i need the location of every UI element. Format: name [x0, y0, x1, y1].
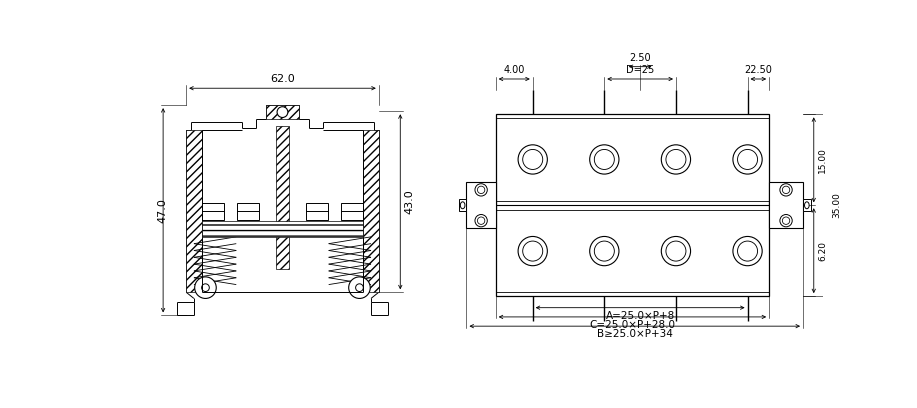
Circle shape: [590, 237, 619, 266]
Text: 35.00: 35.00: [833, 192, 841, 218]
Bar: [467, 182, 496, 228]
Circle shape: [356, 284, 363, 291]
Circle shape: [733, 145, 762, 174]
Text: 47.0: 47.0: [158, 198, 168, 223]
Bar: [458, 200, 467, 211]
Bar: [237, 203, 259, 220]
Circle shape: [475, 215, 487, 227]
Circle shape: [661, 145, 691, 174]
Bar: [341, 203, 362, 220]
Circle shape: [518, 237, 547, 266]
Text: 22.50: 22.50: [745, 65, 772, 75]
Circle shape: [348, 277, 370, 298]
Text: 4.00: 4.00: [503, 65, 525, 75]
Bar: [266, 105, 300, 119]
Text: 2.50: 2.50: [629, 53, 651, 63]
Text: A=25.0×P+8: A=25.0×P+8: [605, 311, 675, 321]
Bar: [363, 130, 379, 292]
Circle shape: [779, 184, 792, 196]
Bar: [496, 114, 769, 296]
Text: B≥25.0×P+34: B≥25.0×P+34: [597, 329, 673, 339]
Circle shape: [733, 237, 762, 266]
Circle shape: [590, 145, 619, 174]
Circle shape: [475, 184, 487, 196]
Bar: [803, 200, 811, 211]
Text: 15.00: 15.00: [818, 147, 827, 173]
Circle shape: [779, 215, 792, 227]
Bar: [306, 203, 328, 220]
Circle shape: [277, 107, 288, 118]
Bar: [203, 203, 224, 220]
Circle shape: [194, 277, 216, 298]
Ellipse shape: [460, 202, 465, 209]
Text: 43.0: 43.0: [405, 189, 414, 214]
Ellipse shape: [804, 202, 809, 209]
Text: C=25.0×P+28.0: C=25.0×P+28.0: [590, 320, 676, 330]
Circle shape: [202, 284, 209, 291]
Text: 62.0: 62.0: [271, 73, 295, 84]
Text: 6.20: 6.20: [818, 241, 827, 261]
Text: D=25: D=25: [626, 65, 654, 75]
Bar: [769, 182, 803, 228]
Circle shape: [661, 237, 691, 266]
Circle shape: [518, 145, 547, 174]
Bar: [186, 130, 202, 292]
Bar: [202, 222, 363, 237]
Bar: [276, 126, 289, 269]
